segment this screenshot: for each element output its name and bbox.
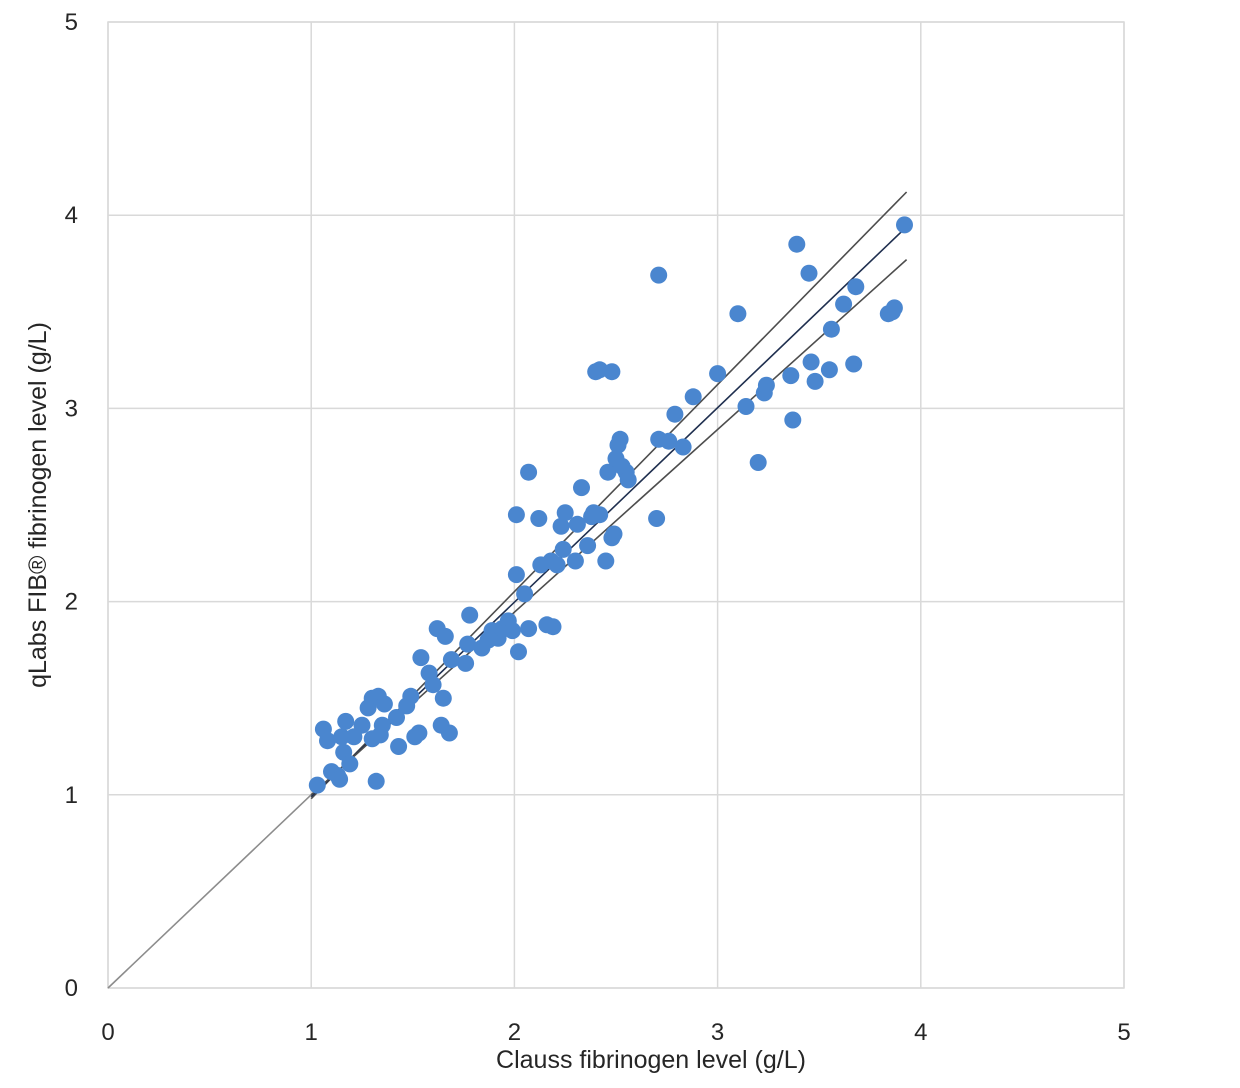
x-axis-title: Clauss fibrinogen level (g/L) (496, 1046, 806, 1074)
x-tick-label: 2 (508, 1019, 521, 1046)
grid (107, 21, 1125, 989)
data-point (603, 363, 621, 381)
data-point (333, 728, 351, 746)
data-point (388, 709, 405, 726)
data-point (507, 506, 525, 524)
y-tick-label: 5 (65, 9, 78, 36)
data-point (845, 355, 863, 373)
data-point (503, 622, 521, 640)
x-tick-label: 1 (305, 1019, 318, 1046)
x-axis-ticks: 0 1 2 3 4 5 (101, 1019, 1130, 1046)
data-point (530, 510, 548, 527)
data-point (788, 235, 806, 253)
data-point (684, 388, 702, 406)
data-point (424, 676, 442, 694)
data-point (611, 430, 629, 448)
data-point (591, 506, 609, 524)
x-tick-label: 3 (711, 1019, 724, 1046)
data-point (847, 278, 865, 296)
data-point (410, 724, 428, 742)
data-point (660, 432, 678, 450)
x-tick-label: 5 (1117, 1019, 1130, 1046)
data-point (896, 216, 913, 234)
data-point (434, 689, 452, 707)
data-point (568, 515, 586, 533)
data-point (650, 266, 668, 284)
data-point (341, 755, 359, 773)
data-point (390, 738, 408, 755)
data-point (800, 264, 818, 282)
data-point (520, 463, 538, 481)
data-point (319, 732, 336, 750)
y-tick-label: 1 (65, 782, 78, 809)
data-point (729, 305, 747, 323)
data-point (619, 471, 637, 489)
data-point (548, 556, 566, 574)
data-point (516, 585, 534, 603)
regression-lines (107, 191, 908, 989)
data-point (544, 618, 562, 636)
data-point (573, 479, 590, 497)
data-point (709, 365, 727, 383)
y-tick-label: 2 (65, 589, 78, 616)
data-point (412, 649, 430, 667)
data-point (674, 438, 692, 456)
data-point (835, 295, 853, 313)
x-tick-label: 0 (101, 1019, 114, 1046)
data-point (510, 643, 527, 661)
data-point (666, 405, 684, 423)
data-point (507, 566, 525, 584)
y-axis-title: qLabs FIB® fibrinogen level (g/L) (24, 322, 52, 688)
data-point (782, 367, 800, 385)
data-point (749, 454, 767, 471)
data-point (737, 398, 755, 415)
data-point (457, 654, 475, 672)
data-point (440, 724, 458, 742)
data-point (554, 540, 572, 558)
data-point (599, 463, 617, 481)
y-tick-label: 4 (65, 202, 78, 229)
data-point (520, 620, 538, 638)
data-point (757, 376, 775, 394)
data-point (308, 776, 326, 794)
data-point (373, 716, 391, 734)
data-point (566, 552, 584, 570)
data-point (353, 716, 371, 734)
data-point (402, 687, 420, 705)
data-point (367, 772, 385, 790)
data-point (556, 504, 574, 522)
data-point (436, 627, 454, 645)
data-point (597, 552, 615, 570)
data-point (784, 411, 802, 429)
data-point (579, 537, 597, 555)
data-point (337, 712, 355, 730)
y-tick-label: 3 (65, 395, 78, 422)
x-tick-label: 4 (914, 1019, 927, 1046)
data-point (806, 372, 824, 390)
data-point (442, 651, 460, 669)
data-point (459, 635, 477, 653)
data-point (802, 353, 820, 371)
y-axis-ticks: 0 1 2 3 4 5 (65, 9, 78, 1002)
data-point (552, 517, 570, 535)
data-point (605, 525, 623, 543)
data-points (308, 216, 913, 794)
data-point (885, 299, 903, 317)
y-tick-label: 0 (65, 975, 78, 1002)
data-point (331, 770, 349, 788)
data-point (820, 361, 838, 379)
data-point (822, 320, 840, 338)
identity-line (107, 784, 322, 989)
data-point (648, 510, 666, 527)
data-point (375, 695, 393, 713)
data-point (461, 606, 479, 624)
